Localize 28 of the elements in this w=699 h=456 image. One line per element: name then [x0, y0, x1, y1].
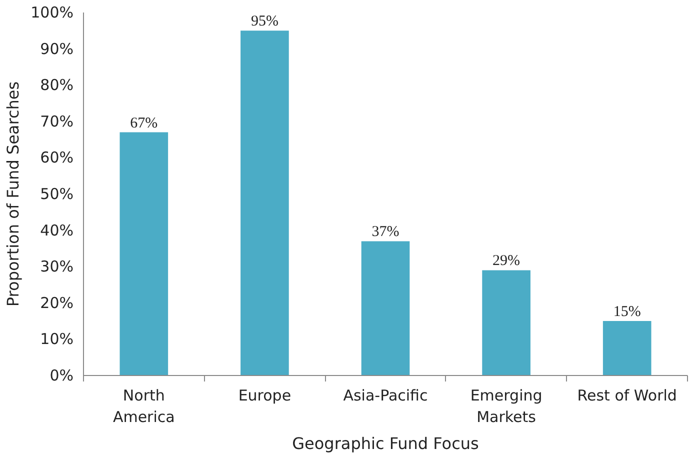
x-tick-label: Emerging Markets — [470, 386, 542, 426]
data-label: 67% — [130, 115, 158, 132]
data-label: 37% — [372, 224, 400, 240]
data-label: 95% — [250, 14, 278, 30]
y-tick-label: 40% — [40, 221, 74, 240]
x-axis-title: Geographic Fund Focus — [292, 434, 479, 454]
data-label: 15% — [613, 304, 641, 320]
y-tick-label: 30% — [40, 258, 74, 276]
data-label: 29% — [492, 253, 520, 270]
bar — [120, 132, 168, 376]
bar — [482, 270, 530, 376]
x-tick-label: Europe — [238, 386, 292, 404]
y-axis-title: Proportion of Fund Searches — [4, 81, 23, 307]
x-tick-label: Rest of World — [577, 386, 677, 404]
y-tick-label: 60% — [40, 148, 74, 167]
y-tick-label: 50% — [40, 185, 74, 203]
y-tick-label: 10% — [40, 330, 74, 348]
y-tick-label: 0% — [50, 366, 74, 384]
x-tick-label: North America — [112, 386, 175, 426]
y-tick-label: 70% — [40, 112, 74, 130]
x-tick-label: Asia-Pacific — [343, 386, 428, 404]
bar — [240, 30, 289, 376]
bar — [602, 321, 652, 376]
y-tick-label: 100% — [30, 4, 74, 22]
y-tick-label: 80% — [40, 76, 74, 94]
bar — [361, 241, 410, 376]
y-tick-label: 20% — [40, 294, 74, 312]
y-tick-label: 90% — [40, 40, 74, 58]
